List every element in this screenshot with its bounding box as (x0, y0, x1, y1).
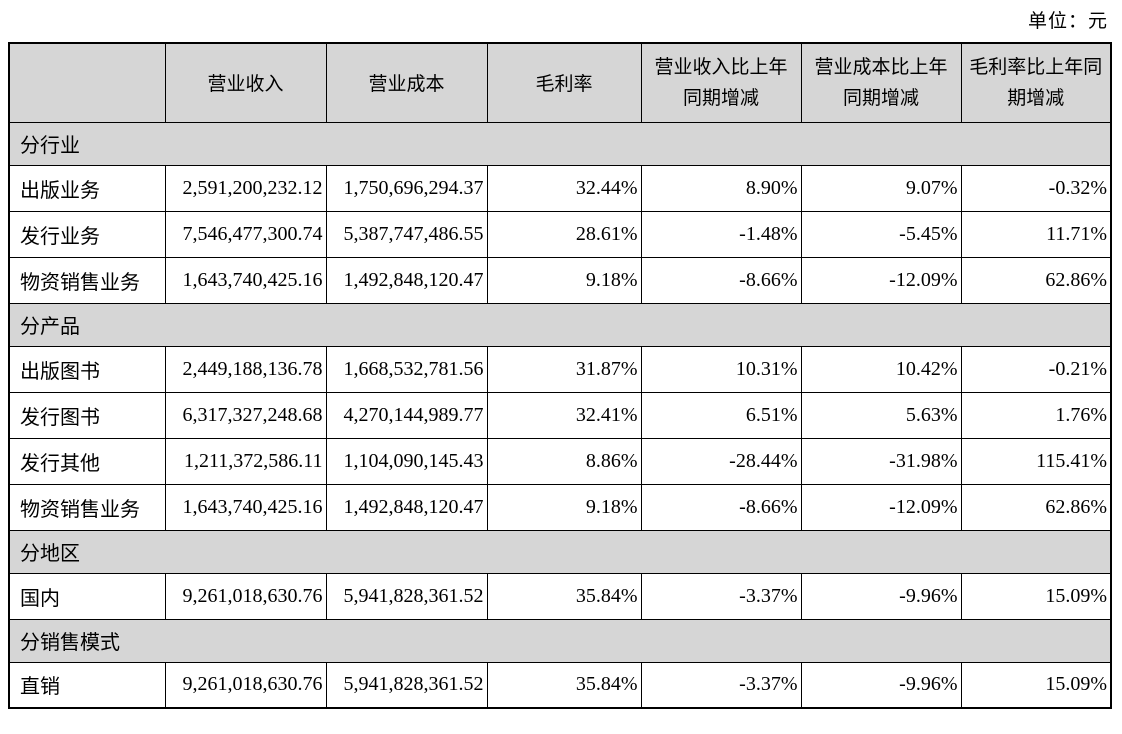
cost-change-value: -31.98% (800, 437, 962, 485)
cost-change-value: -9.96% (800, 661, 962, 709)
column-header-margin: 毛利率 (486, 42, 642, 123)
table-row: 物资销售业务 1,643,740,425.16 1,492,848,120.47… (8, 256, 1112, 304)
margin-change-value: 15.09% (960, 661, 1112, 709)
margin-value: 35.84% (486, 661, 642, 709)
column-header-margin-change-line2: 期增减 (1007, 87, 1065, 109)
table-row: 物资销售业务 1,643,740,425.16 1,492,848,120.47… (8, 483, 1112, 531)
revenue-change-value: 6.51% (640, 391, 802, 439)
margin-change-value: 62.86% (960, 483, 1112, 531)
revenue-value: 1,211,372,586.11 (164, 437, 327, 485)
cost-value: 1,750,696,294.37 (325, 164, 488, 212)
cost-value: 1,492,848,120.47 (325, 256, 488, 304)
section-title: 分产品 (8, 302, 1112, 347)
cost-change-value: -12.09% (800, 256, 962, 304)
column-header-cost-change-line1: 营业成本比上年 (814, 56, 948, 78)
column-header-cost: 营业成本 (325, 42, 488, 123)
revenue-change-value: -3.37% (640, 572, 802, 620)
row-label: 物资销售业务 (8, 256, 166, 304)
corner-cell (8, 42, 166, 123)
revenue-change-value: -28.44% (640, 437, 802, 485)
column-header-revenue-change-line1: 营业收入比上年 (654, 56, 788, 78)
column-header-revenue-change: 营业收入比上年 同期增减 (640, 42, 802, 123)
cost-value: 1,492,848,120.47 (325, 483, 488, 531)
cost-value: 1,104,090,145.43 (325, 437, 488, 485)
margin-change-value: 115.41% (960, 437, 1112, 485)
revenue-change-value: 10.31% (640, 345, 802, 393)
margin-change-value: -0.21% (960, 345, 1112, 393)
margin-change-value: 1.76% (960, 391, 1112, 439)
row-label: 出版业务 (8, 164, 166, 212)
revenue-value: 7,546,477,300.74 (164, 210, 327, 258)
unit-label: 单位：元 (1027, 11, 1108, 32)
table-row: 发行图书 6,317,327,248.68 4,270,144,989.77 3… (8, 391, 1112, 439)
section-row-by-industry: 分行业 (8, 121, 1112, 166)
section-title: 分行业 (8, 121, 1112, 166)
margin-value: 35.84% (486, 572, 642, 620)
revenue-value: 6,317,327,248.68 (164, 391, 327, 439)
revenue-change-value: -8.66% (640, 256, 802, 304)
row-label: 物资销售业务 (8, 483, 166, 531)
cost-value: 5,941,828,361.52 (325, 572, 488, 620)
cost-value: 5,941,828,361.52 (325, 661, 488, 709)
column-header-margin-change-line1: 毛利率比上年同 (969, 56, 1103, 78)
section-row-by-sales-model: 分销售模式 (8, 618, 1112, 663)
revenue-change-value: -1.48% (640, 210, 802, 258)
table-row: 直销 9,261,018,630.76 5,941,828,361.52 35.… (8, 661, 1112, 709)
row-label: 发行业务 (8, 210, 166, 258)
revenue-value: 1,643,740,425.16 (164, 256, 327, 304)
revenue-value: 2,449,188,136.78 (164, 345, 327, 393)
column-header-margin-change: 毛利率比上年同 期增减 (960, 42, 1112, 123)
row-label: 直销 (8, 661, 166, 709)
margin-change-value: 62.86% (960, 256, 1112, 304)
margin-change-value: -0.32% (960, 164, 1112, 212)
revenue-change-value: -3.37% (640, 661, 802, 709)
margin-value: 9.18% (486, 256, 642, 304)
column-header-cost-change-line2: 同期增减 (842, 87, 919, 109)
margin-value: 32.44% (486, 164, 642, 212)
margin-value: 9.18% (486, 483, 642, 531)
table-row: 国内 9,261,018,630.76 5,941,828,361.52 35.… (8, 572, 1112, 620)
row-label: 发行其他 (8, 437, 166, 485)
cost-change-value: 10.42% (800, 345, 962, 393)
revenue-value: 9,261,018,630.76 (164, 572, 327, 620)
cost-change-value: 5.63% (800, 391, 962, 439)
revenue-value: 9,261,018,630.76 (164, 661, 327, 709)
cost-value: 5,387,747,486.55 (325, 210, 488, 258)
row-label: 国内 (8, 572, 166, 620)
cost-value: 4,270,144,989.77 (325, 391, 488, 439)
margin-value: 28.61% (486, 210, 642, 258)
table-header-row: 营业收入 营业成本 毛利率 营业收入比上年 同期增减 营业成本比上年 同期增减 … (8, 42, 1112, 123)
cost-change-value: -5.45% (800, 210, 962, 258)
revenue-change-value: -8.66% (640, 483, 802, 531)
table-row: 出版业务 2,591,200,232.12 1,750,696,294.37 3… (8, 164, 1112, 212)
cost-change-value: -9.96% (800, 572, 962, 620)
cost-change-value: -12.09% (800, 483, 962, 531)
margin-value: 32.41% (486, 391, 642, 439)
section-row-by-region: 分地区 (8, 529, 1112, 574)
column-header-revenue: 营业收入 (164, 42, 327, 123)
section-title: 分地区 (8, 529, 1112, 574)
cost-value: 1,668,532,781.56 (325, 345, 488, 393)
column-header-cost-change: 营业成本比上年 同期增减 (800, 42, 962, 123)
cost-change-value: 9.07% (800, 164, 962, 212)
revenue-value: 1,643,740,425.16 (164, 483, 327, 531)
section-title: 分销售模式 (8, 618, 1112, 663)
table-row: 出版图书 2,449,188,136.78 1,668,532,781.56 3… (8, 345, 1112, 393)
revenue-change-value: 8.90% (640, 164, 802, 212)
table-row: 发行业务 7,546,477,300.74 5,387,747,486.55 2… (8, 210, 1112, 258)
column-header-revenue-change-line2: 同期增减 (682, 87, 759, 109)
margin-value: 8.86% (486, 437, 642, 485)
margin-value: 31.87% (486, 345, 642, 393)
margin-change-value: 15.09% (960, 572, 1112, 620)
revenue-value: 2,591,200,232.12 (164, 164, 327, 212)
margin-change-value: 11.71% (960, 210, 1112, 258)
table-row: 发行其他 1,211,372,586.11 1,104,090,145.43 8… (8, 437, 1112, 485)
revenue-breakdown-table: 营业收入 营业成本 毛利率 营业收入比上年 同期增减 营业成本比上年 同期增减 … (8, 42, 1112, 709)
row-label: 发行图书 (8, 391, 166, 439)
row-label: 出版图书 (8, 345, 166, 393)
section-row-by-product: 分产品 (8, 302, 1112, 347)
